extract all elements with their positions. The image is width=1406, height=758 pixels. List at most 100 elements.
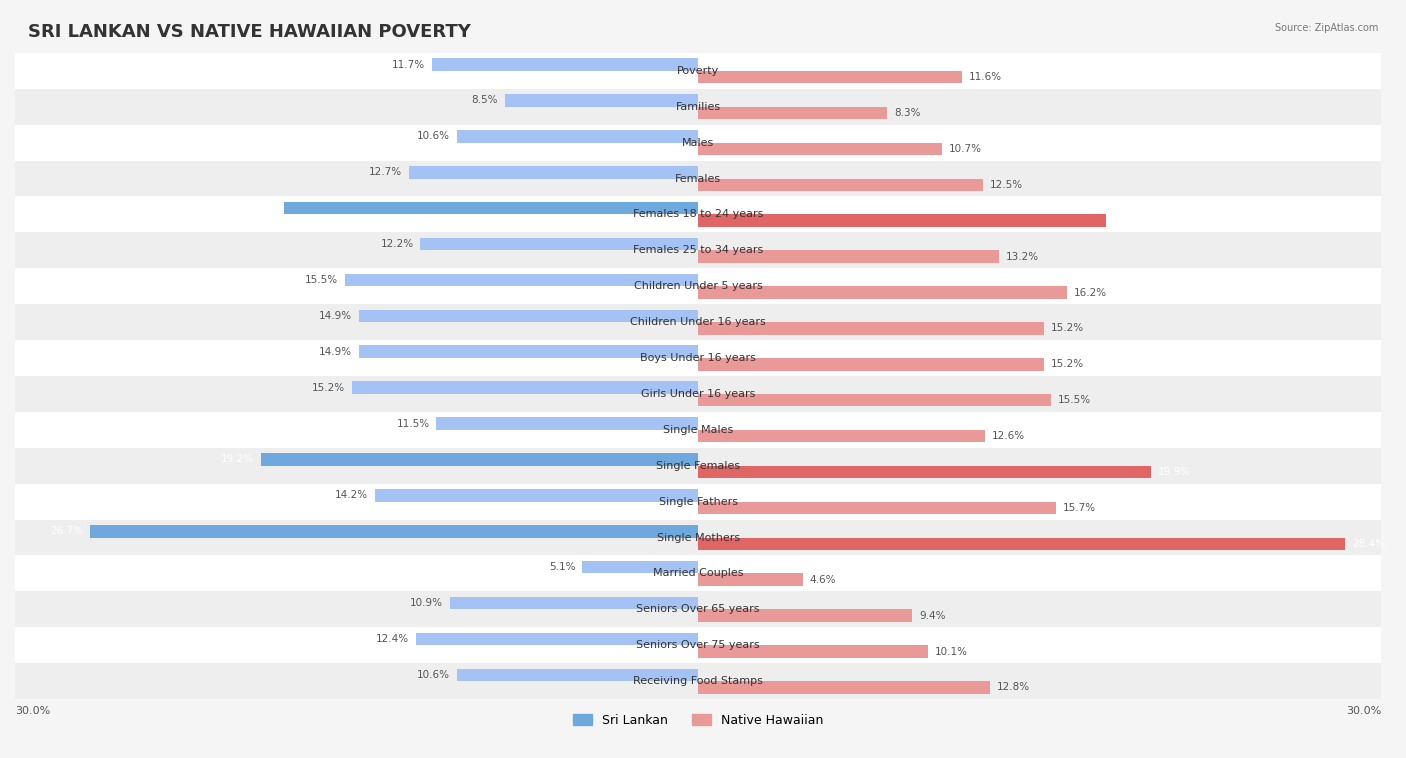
Text: Children Under 16 years: Children Under 16 years: [630, 317, 766, 327]
Text: Single Mothers: Single Mothers: [657, 533, 740, 543]
Bar: [699, 645, 928, 658]
Bar: [15, 233, 1382, 268]
Bar: [262, 453, 699, 465]
Bar: [699, 358, 1045, 371]
Text: Married Couples: Married Couples: [652, 568, 744, 578]
Bar: [457, 130, 699, 143]
Bar: [699, 465, 1152, 478]
Text: 5.1%: 5.1%: [548, 562, 575, 572]
Text: Females: Females: [675, 174, 721, 183]
Text: 13.2%: 13.2%: [1005, 252, 1039, 262]
Text: 30.0%: 30.0%: [1346, 706, 1382, 716]
Text: Single Males: Single Males: [664, 424, 734, 435]
Text: 11.6%: 11.6%: [969, 72, 1002, 82]
Text: Males: Males: [682, 138, 714, 148]
Bar: [699, 322, 1045, 335]
Text: 15.2%: 15.2%: [1052, 359, 1084, 369]
Text: Females 18 to 24 years: Females 18 to 24 years: [633, 209, 763, 220]
Text: 15.5%: 15.5%: [1059, 395, 1091, 406]
Bar: [699, 430, 986, 443]
Bar: [352, 381, 699, 394]
Text: 16.2%: 16.2%: [1074, 287, 1107, 298]
Bar: [15, 484, 1382, 519]
Bar: [416, 633, 699, 645]
Bar: [15, 448, 1382, 484]
Text: Source: ZipAtlas.com: Source: ZipAtlas.com: [1274, 23, 1378, 33]
Text: Single Fathers: Single Fathers: [659, 496, 738, 506]
Bar: [359, 309, 699, 322]
Text: 14.9%: 14.9%: [319, 346, 352, 357]
Bar: [375, 489, 699, 502]
Bar: [346, 274, 699, 287]
Text: 14.9%: 14.9%: [319, 311, 352, 321]
Bar: [15, 663, 1382, 699]
Bar: [457, 669, 699, 681]
Text: 10.1%: 10.1%: [935, 647, 969, 656]
Bar: [450, 597, 699, 609]
Text: Receiving Food Stamps: Receiving Food Stamps: [633, 676, 763, 686]
Legend: Sri Lankan, Native Hawaiian: Sri Lankan, Native Hawaiian: [568, 709, 828, 731]
Text: 12.8%: 12.8%: [997, 682, 1029, 692]
Text: 28.4%: 28.4%: [1353, 539, 1385, 549]
Text: Seniors Over 75 years: Seniors Over 75 years: [637, 641, 761, 650]
Bar: [432, 58, 699, 70]
Text: 15.2%: 15.2%: [312, 383, 346, 393]
Bar: [699, 250, 998, 263]
Text: Females 25 to 34 years: Females 25 to 34 years: [633, 246, 763, 255]
Text: SRI LANKAN VS NATIVE HAWAIIAN POVERTY: SRI LANKAN VS NATIVE HAWAIIAN POVERTY: [28, 23, 471, 41]
Bar: [409, 166, 699, 179]
Bar: [359, 346, 699, 358]
Bar: [15, 196, 1382, 233]
Text: 15.2%: 15.2%: [1052, 324, 1084, 334]
Text: 30.0%: 30.0%: [15, 706, 51, 716]
Text: 10.9%: 10.9%: [411, 598, 443, 608]
Text: 11.7%: 11.7%: [392, 60, 425, 70]
Text: 18.2%: 18.2%: [243, 203, 277, 213]
Bar: [699, 143, 942, 155]
Text: Girls Under 16 years: Girls Under 16 years: [641, 389, 755, 399]
Text: 14.2%: 14.2%: [335, 490, 368, 500]
Text: 8.3%: 8.3%: [894, 108, 921, 118]
Text: 17.9%: 17.9%: [1112, 216, 1146, 226]
Text: 10.7%: 10.7%: [949, 144, 981, 154]
Bar: [699, 681, 990, 694]
Bar: [15, 376, 1382, 412]
Bar: [699, 394, 1052, 406]
Text: Seniors Over 65 years: Seniors Over 65 years: [637, 604, 761, 614]
Text: 15.7%: 15.7%: [1063, 503, 1095, 513]
Bar: [699, 537, 1346, 550]
Text: Boys Under 16 years: Boys Under 16 years: [640, 353, 756, 363]
Text: 12.6%: 12.6%: [993, 431, 1025, 441]
Bar: [505, 94, 699, 107]
Text: 26.7%: 26.7%: [51, 526, 83, 536]
Bar: [15, 53, 1382, 89]
Bar: [699, 70, 963, 83]
Bar: [15, 628, 1382, 663]
Bar: [15, 340, 1382, 376]
Bar: [90, 525, 699, 537]
Bar: [699, 107, 887, 119]
Bar: [284, 202, 699, 215]
Text: 12.2%: 12.2%: [381, 239, 413, 249]
Bar: [699, 215, 1107, 227]
Bar: [582, 561, 699, 573]
Text: 12.7%: 12.7%: [368, 168, 402, 177]
Text: 12.5%: 12.5%: [990, 180, 1024, 190]
Bar: [699, 609, 912, 622]
Text: 19.2%: 19.2%: [221, 455, 254, 465]
Text: 15.5%: 15.5%: [305, 275, 339, 285]
Bar: [15, 89, 1382, 125]
Bar: [699, 287, 1067, 299]
Text: 4.6%: 4.6%: [810, 575, 837, 584]
Text: 12.4%: 12.4%: [375, 634, 409, 644]
Text: Children Under 5 years: Children Under 5 years: [634, 281, 762, 291]
Bar: [699, 502, 1056, 514]
Bar: [15, 304, 1382, 340]
Text: Families: Families: [676, 102, 721, 111]
Text: Poverty: Poverty: [678, 66, 720, 76]
Bar: [15, 556, 1382, 591]
Bar: [15, 161, 1382, 196]
Bar: [15, 519, 1382, 556]
Bar: [15, 412, 1382, 448]
Text: 10.6%: 10.6%: [418, 131, 450, 141]
